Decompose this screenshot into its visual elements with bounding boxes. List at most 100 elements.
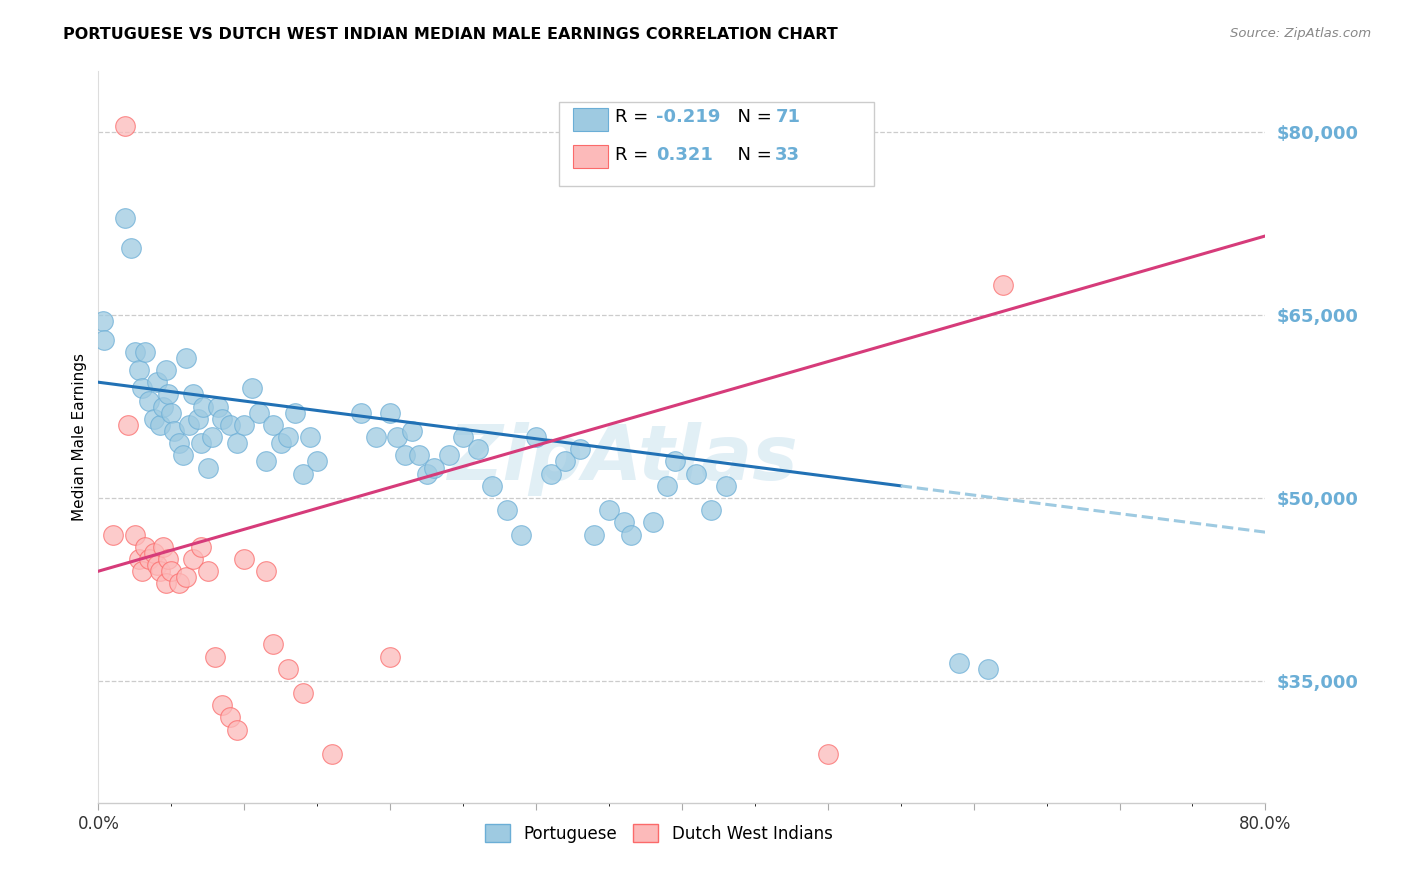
Point <box>190 436 212 450</box>
Text: N =: N = <box>727 108 778 126</box>
Point <box>142 546 165 560</box>
Point <box>131 564 153 578</box>
Point <box>146 558 169 573</box>
Point <box>120 241 142 255</box>
Point <box>568 442 591 457</box>
Point <box>226 723 249 737</box>
Point <box>218 417 240 432</box>
Point <box>685 467 707 481</box>
Point <box>181 387 204 401</box>
Point <box>524 430 547 444</box>
Point <box>101 527 124 541</box>
Point <box>415 467 437 481</box>
Point <box>247 406 270 420</box>
Point <box>146 375 169 389</box>
Text: R =: R = <box>616 145 661 164</box>
Text: -0.219: -0.219 <box>657 108 721 126</box>
Point <box>408 448 430 462</box>
Point <box>181 552 204 566</box>
Point <box>134 344 156 359</box>
Text: Source: ZipAtlas.com: Source: ZipAtlas.com <box>1230 27 1371 40</box>
Point <box>142 412 165 426</box>
Point <box>233 417 256 432</box>
Point <box>174 570 197 584</box>
Point <box>380 406 402 420</box>
Point <box>948 656 970 670</box>
Point <box>700 503 723 517</box>
Point <box>240 381 263 395</box>
Text: R =: R = <box>616 108 654 126</box>
Point <box>117 417 139 432</box>
Point <box>207 400 229 414</box>
Point <box>187 412 209 426</box>
Point <box>307 454 329 468</box>
Point <box>277 430 299 444</box>
Point <box>149 417 172 432</box>
Point <box>149 564 172 578</box>
Point <box>218 710 240 724</box>
Point <box>620 527 643 541</box>
Point <box>197 460 219 475</box>
Point <box>155 576 177 591</box>
Point <box>157 552 180 566</box>
Point <box>204 649 226 664</box>
Point <box>138 552 160 566</box>
Point <box>664 454 686 468</box>
Point <box>423 460 446 475</box>
Point <box>131 381 153 395</box>
Point <box>977 662 1000 676</box>
Point <box>284 406 307 420</box>
Bar <box>574 145 609 168</box>
Point <box>160 406 183 420</box>
Text: PORTUGUESE VS DUTCH WEST INDIAN MEDIAN MALE EARNINGS CORRELATION CHART: PORTUGUESE VS DUTCH WEST INDIAN MEDIAN M… <box>63 27 838 42</box>
Point <box>167 436 190 450</box>
Point <box>350 406 373 420</box>
Point <box>211 412 233 426</box>
Point <box>134 540 156 554</box>
Point <box>641 516 664 530</box>
Point <box>291 467 314 481</box>
Point <box>174 351 197 365</box>
Legend: Portuguese, Dutch West Indians: Portuguese, Dutch West Indians <box>478 818 839 849</box>
Point <box>114 211 136 225</box>
Point <box>114 119 136 133</box>
Point <box>554 454 576 468</box>
Point <box>152 540 174 554</box>
Point <box>262 637 284 651</box>
Point <box>138 393 160 408</box>
Bar <box>560 102 875 186</box>
Text: 71: 71 <box>775 108 800 126</box>
Point <box>157 387 180 401</box>
Point <box>394 448 416 462</box>
Point <box>167 576 190 591</box>
Point <box>93 333 115 347</box>
Point <box>510 527 533 541</box>
Point <box>277 662 299 676</box>
Point <box>496 503 519 517</box>
Point <box>155 363 177 377</box>
Point <box>226 436 249 450</box>
Point <box>298 430 321 444</box>
Point <box>163 424 186 438</box>
Point <box>172 448 194 462</box>
Point <box>437 448 460 462</box>
Point <box>481 479 503 493</box>
Point <box>364 430 387 444</box>
Point <box>451 430 474 444</box>
Point <box>262 417 284 432</box>
Point <box>152 400 174 414</box>
Point <box>211 698 233 713</box>
Point <box>540 467 562 481</box>
Point <box>190 540 212 554</box>
Point <box>270 436 292 450</box>
Point <box>401 424 423 438</box>
Point <box>817 747 839 761</box>
Point <box>598 503 620 517</box>
Point <box>657 479 679 493</box>
Point <box>612 516 634 530</box>
Point <box>197 564 219 578</box>
Point <box>467 442 489 457</box>
Bar <box>574 108 609 131</box>
Text: 0.321: 0.321 <box>657 145 713 164</box>
Point <box>291 686 314 700</box>
